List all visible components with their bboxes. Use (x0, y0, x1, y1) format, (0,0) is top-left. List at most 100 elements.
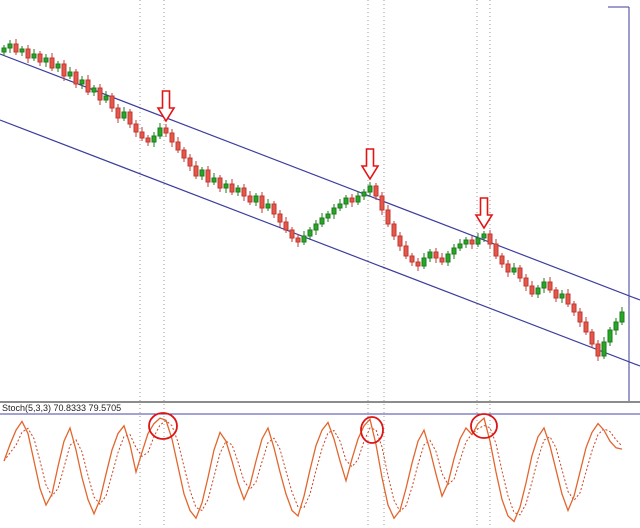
candle-body (25, 48, 31, 59)
candle-body (121, 111, 127, 119)
candle-body (583, 321, 589, 333)
stoch-main-line (3, 416, 623, 523)
signal-circle[interactable] (470, 413, 498, 439)
candle-body (229, 183, 235, 193)
candle-body (247, 195, 253, 203)
candle-body (61, 63, 67, 77)
candle-body (223, 183, 229, 189)
candle-body (571, 303, 577, 313)
candle-body (79, 79, 85, 85)
candle-body (481, 233, 487, 239)
candle-body (217, 177, 223, 189)
candle-body (1, 47, 7, 53)
candle-body (169, 132, 175, 143)
candle-body (403, 245, 409, 257)
candle-body (133, 123, 139, 133)
candle-body (259, 195, 265, 209)
candle-body (613, 321, 619, 331)
candle-body (301, 235, 307, 243)
signal-circle[interactable] (148, 412, 178, 440)
candle-body (313, 223, 319, 231)
candle-body (181, 149, 187, 159)
candle-body (283, 221, 289, 231)
candle-body (325, 213, 331, 219)
candle-body (253, 195, 259, 203)
candle-body (97, 87, 103, 101)
candle-body (355, 195, 361, 203)
candle-body (199, 169, 205, 177)
candle-body (397, 235, 403, 247)
candle-body (271, 203, 277, 215)
candle-body (235, 187, 241, 193)
candle-body (553, 289, 559, 299)
candle-body (523, 277, 529, 287)
sell-arrow-icon[interactable] (474, 197, 494, 230)
candle-body (547, 281, 553, 291)
candle-body (421, 257, 427, 267)
candle-body (193, 165, 199, 177)
candle-body (373, 185, 379, 197)
candle-body (337, 203, 343, 209)
candle-body (277, 213, 283, 223)
candle-body (19, 48, 25, 53)
candle-body (295, 237, 301, 243)
signal-circle[interactable] (360, 416, 384, 444)
candle-body (529, 285, 535, 295)
channel-upper-trendline[interactable] (0, 53, 640, 301)
candle-body (331, 207, 337, 215)
channel-lower-trendline[interactable] (0, 119, 640, 367)
candle-body (493, 243, 499, 257)
candle-body (361, 191, 367, 197)
candle-body (265, 203, 271, 209)
candle-body (289, 229, 295, 239)
candle-body (511, 267, 517, 273)
candle-body (319, 217, 325, 225)
candle-body (43, 57, 49, 63)
candle-body (379, 195, 385, 211)
candle-body (409, 255, 415, 263)
sell-arrow-icon[interactable] (360, 148, 380, 181)
stoch-signal-line (3, 419, 623, 516)
candle-body (349, 197, 355, 203)
candle-body (385, 209, 391, 225)
candle-body (103, 95, 109, 101)
candle-body (565, 293, 571, 305)
candle-body (445, 253, 451, 263)
candle-body (505, 263, 511, 273)
candle-body (517, 267, 523, 279)
candle-body (31, 53, 37, 59)
candle-body (205, 169, 211, 183)
candle-body (241, 187, 247, 197)
stoch-indicator-label: Stoch(5,3,3) 70.8333 79.5705 (2, 403, 122, 413)
candle-body (91, 87, 97, 93)
candle-body (475, 237, 481, 245)
candle-body (163, 127, 169, 134)
candle-body (307, 229, 313, 237)
candle-body (469, 239, 475, 245)
candle-body (157, 127, 163, 137)
candle-body (115, 107, 121, 119)
candle-body (13, 43, 19, 53)
candle-body (457, 243, 463, 249)
sell-arrow-icon[interactable] (156, 90, 176, 123)
candle-body (211, 177, 217, 183)
candle-body (37, 53, 43, 63)
candle-body (367, 185, 373, 193)
candle-body (595, 343, 601, 357)
candle-body (67, 71, 73, 77)
candle-body (85, 79, 91, 93)
candle-body (439, 257, 445, 263)
candle-body (451, 247, 457, 255)
candle-body (601, 341, 607, 357)
candle-body (187, 157, 193, 167)
candle-body (151, 135, 157, 143)
candle-body (577, 311, 583, 323)
candle-body (463, 239, 469, 245)
candle-body (589, 331, 595, 345)
candle-body (535, 287, 541, 295)
candle-body (7, 43, 13, 49)
candle-body (391, 223, 397, 237)
candle-body (433, 251, 439, 259)
